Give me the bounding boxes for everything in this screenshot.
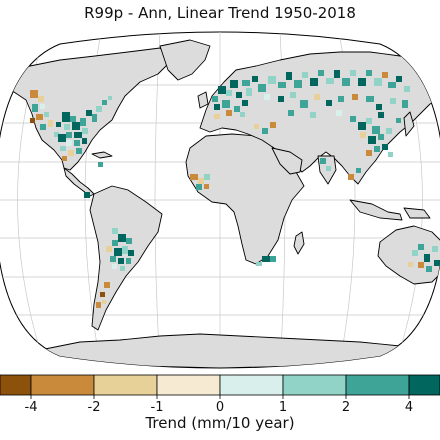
colorbar-bin <box>282 374 347 396</box>
greenland <box>159 39 211 81</box>
colorbar-bin <box>93 374 158 396</box>
trend-cells <box>30 70 440 308</box>
colorbar-tick-label: -2 <box>88 400 101 415</box>
colorbar-bin <box>156 374 221 396</box>
antarctica <box>39 333 421 368</box>
colorbar-tick-label: 2 <box>342 400 350 415</box>
colorbar-tick-label: 1 <box>279 400 287 415</box>
colorbar-tick-label: -1 <box>151 400 164 415</box>
colorbar-bin <box>0 374 32 396</box>
colorbar-bin <box>345 374 410 396</box>
colorbar-bin <box>408 374 440 396</box>
colorbar-label: Trend (mm/10 year) <box>145 414 295 432</box>
colorbar-tick-label: 4 <box>405 400 413 415</box>
colorbar: -4 -2 -1 0 1 2 4 <box>0 374 440 415</box>
central-america <box>63 167 95 197</box>
colorbar-bin <box>30 374 95 396</box>
colorbar-tick-label: -4 <box>25 400 38 415</box>
colorbar-tick-label: 0 <box>216 400 224 415</box>
colorbar-bin <box>219 374 284 396</box>
map-title: R99p - Ann, Linear Trend 1950-2018 <box>84 4 356 22</box>
